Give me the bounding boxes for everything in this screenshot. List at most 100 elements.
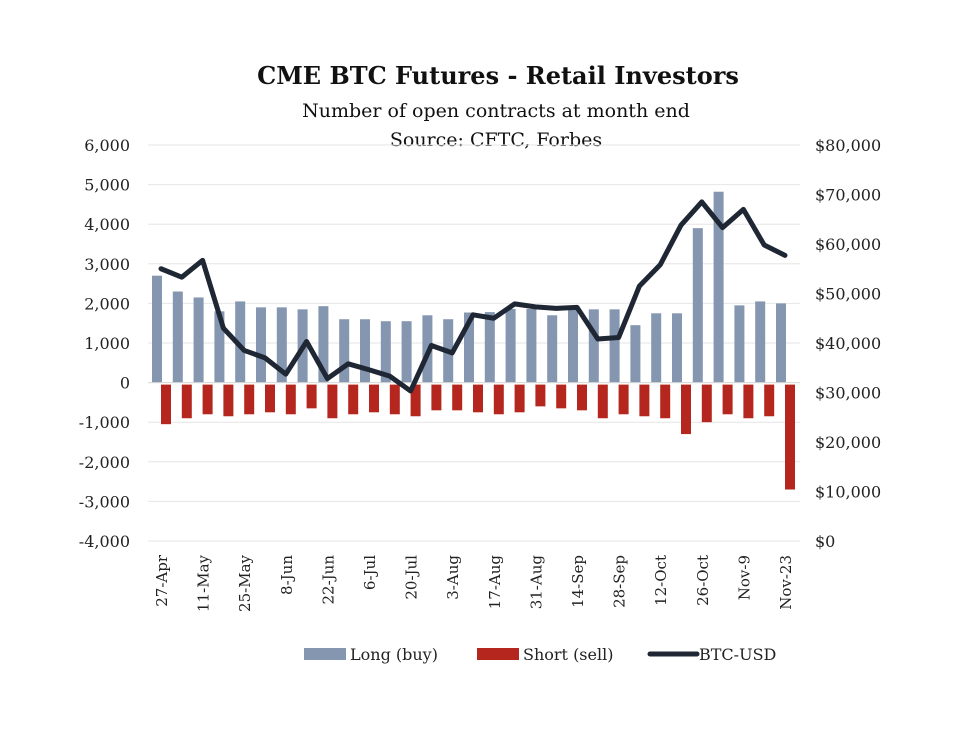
legend-label-long: Long (buy) bbox=[350, 645, 438, 664]
long-bar bbox=[526, 308, 537, 383]
long-bar bbox=[505, 308, 516, 383]
short-bar bbox=[473, 384, 483, 413]
long-bar bbox=[401, 321, 412, 383]
long-bar bbox=[651, 313, 662, 383]
short-bar bbox=[410, 384, 421, 417]
long-bar bbox=[380, 321, 391, 383]
long-bar bbox=[755, 301, 766, 383]
left-tick-label: -3,000 bbox=[79, 492, 130, 511]
short-bar bbox=[327, 384, 338, 419]
left-tick-label: 3,000 bbox=[84, 255, 130, 274]
long-bar bbox=[734, 305, 745, 383]
x-tick-label: 8-Jun bbox=[278, 555, 296, 595]
chart-title: CME BTC Futures - Retail Investors bbox=[257, 61, 739, 90]
legend-swatch-short bbox=[477, 648, 519, 660]
long-bar bbox=[484, 312, 495, 383]
short-bar bbox=[285, 384, 296, 415]
x-tick-label: 14-Sep bbox=[569, 555, 587, 608]
x-tick-label: 6-Jul bbox=[361, 555, 379, 590]
legend-label-btc: BTC-USD bbox=[699, 645, 776, 664]
short-bar bbox=[722, 384, 733, 415]
right-tick-label: $50,000 bbox=[815, 285, 881, 304]
long-bar bbox=[609, 309, 620, 383]
right-tick-label: $60,000 bbox=[815, 235, 881, 254]
x-tick-label: 25-May bbox=[236, 554, 254, 611]
long-bar bbox=[630, 325, 641, 383]
right-tick-label: $30,000 bbox=[815, 384, 881, 403]
short-bar bbox=[452, 384, 463, 411]
long-bar bbox=[193, 297, 204, 383]
long-bar bbox=[318, 306, 329, 383]
left-tick-label: 0 bbox=[120, 374, 130, 393]
x-tick-label: 28-Sep bbox=[611, 555, 629, 608]
right-tick-label: $0 bbox=[815, 532, 835, 551]
short-bar bbox=[556, 384, 567, 409]
long-bar bbox=[172, 291, 183, 383]
left-tick-label: -2,000 bbox=[79, 453, 130, 472]
btc-line-layer bbox=[158, 199, 788, 394]
long-bar bbox=[360, 319, 370, 383]
short-bar bbox=[597, 384, 608, 419]
x-tick-label: 3-Aug bbox=[444, 555, 462, 600]
long-bar bbox=[713, 191, 724, 383]
short-bar bbox=[535, 384, 546, 407]
long-bar bbox=[256, 307, 266, 383]
short-bar bbox=[431, 384, 442, 411]
x-tick-label: 11-May bbox=[195, 554, 213, 611]
left-tick-label: 4,000 bbox=[84, 215, 130, 234]
short-bar bbox=[493, 384, 504, 415]
short-bars bbox=[161, 384, 795, 490]
short-bar bbox=[514, 384, 525, 413]
x-tick-label: 26-Oct bbox=[694, 555, 712, 606]
short-bar bbox=[785, 384, 795, 490]
x-tick-label: 17-Aug bbox=[486, 555, 504, 610]
right-tick-label: $40,000 bbox=[815, 334, 881, 353]
right-tick-label: $70,000 bbox=[815, 186, 881, 205]
short-bar bbox=[743, 384, 754, 419]
short-bar bbox=[764, 384, 775, 417]
left-tick-label: 1,000 bbox=[84, 334, 130, 353]
short-bar bbox=[265, 384, 275, 413]
x-tick-label: 31-Aug bbox=[527, 555, 545, 610]
right-tick-label: $80,000 bbox=[815, 136, 881, 155]
long-bar bbox=[672, 313, 682, 383]
left-axis: 6,000 5,000 4,000 3,000 2,000 1,000 0 -1,000 -2,… bbox=[79, 136, 130, 551]
x-tick-label: 20-Jul bbox=[403, 555, 421, 600]
short-bar bbox=[161, 384, 171, 425]
short-bar bbox=[681, 384, 691, 435]
long-bar bbox=[588, 309, 599, 383]
long-bar bbox=[547, 315, 558, 383]
legend-label-short: Short (sell) bbox=[523, 645, 613, 664]
long-bar bbox=[464, 312, 474, 383]
long-bar bbox=[776, 303, 786, 383]
short-bar bbox=[202, 384, 213, 415]
left-tick-label: 6,000 bbox=[84, 136, 130, 155]
left-tick-label: 2,000 bbox=[84, 294, 130, 313]
right-tick-label: $20,000 bbox=[815, 433, 881, 452]
left-tick-label: -4,000 bbox=[79, 532, 130, 551]
legend-swatch-long bbox=[304, 648, 346, 660]
short-bar bbox=[701, 384, 712, 423]
long-bar bbox=[152, 275, 162, 383]
long-bar bbox=[568, 309, 578, 383]
x-tick-label: 22-Jun bbox=[319, 555, 337, 605]
short-bar bbox=[244, 384, 255, 415]
left-tick-label: 5,000 bbox=[84, 176, 130, 195]
short-bar bbox=[618, 384, 629, 415]
chart-subtitle-2: Source: CFTC, Forbes bbox=[390, 129, 602, 151]
short-bar bbox=[369, 384, 379, 413]
long-bar bbox=[692, 228, 703, 383]
short-bar bbox=[181, 384, 192, 419]
short-bar bbox=[577, 384, 587, 411]
short-bar bbox=[389, 384, 400, 415]
x-tick-label: Nov-9 bbox=[735, 555, 753, 600]
right-tick-label: $10,000 bbox=[815, 483, 881, 502]
right-axis: $80,000 $70,000 $60,000 $50,000 $40,000 $30,0… bbox=[815, 136, 881, 551]
long-bar bbox=[276, 307, 287, 383]
short-bar bbox=[223, 384, 234, 417]
x-tick-label: Nov-23 bbox=[777, 555, 795, 610]
x-axis: 27-Apr 11-May 25-May 8-Jun 22-Jun 6-Jul 20-Jul… bbox=[153, 554, 795, 612]
chart-subtitle-1: Number of open contracts at month end bbox=[302, 100, 690, 122]
left-tick-label: -1,000 bbox=[79, 413, 130, 432]
